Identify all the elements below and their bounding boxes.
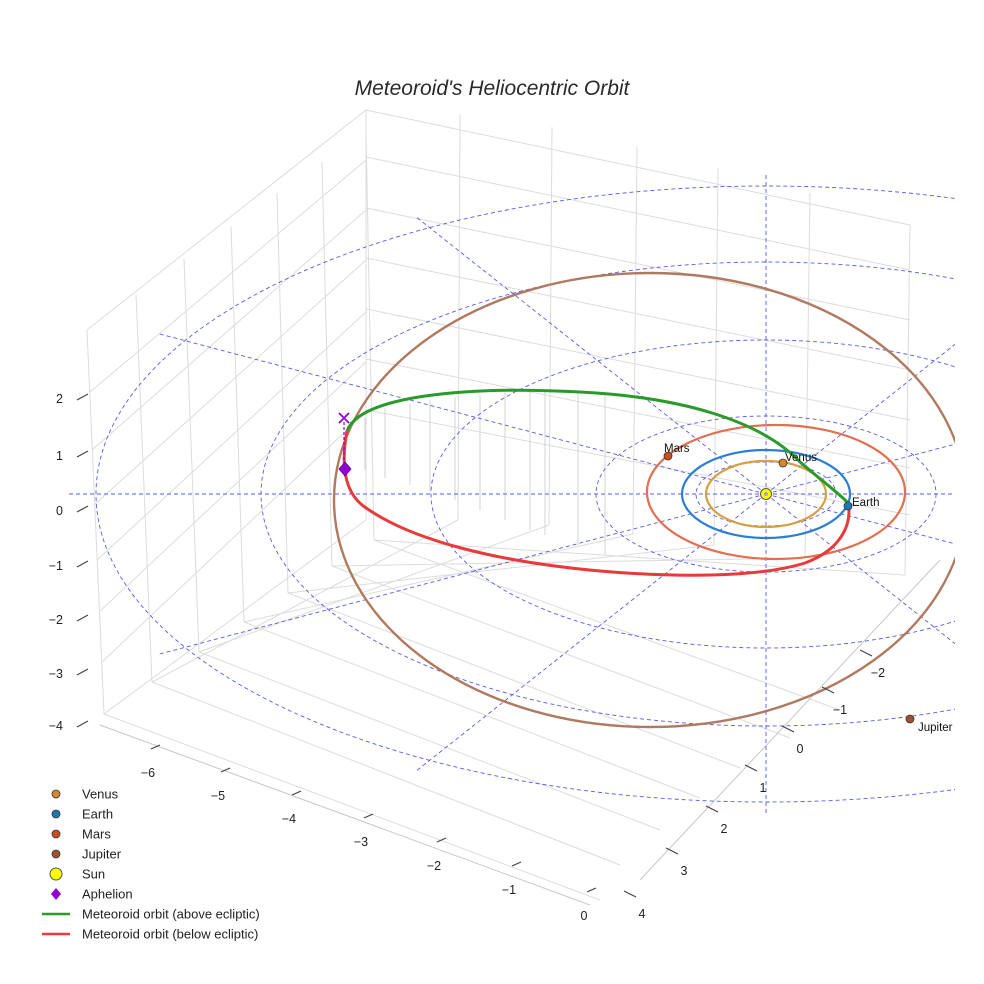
aphelion-marker	[338, 461, 352, 477]
x-tick-mark	[363, 813, 374, 819]
planet-marker-jupiter	[905, 714, 915, 724]
meteoroid-orbit-below-line	[342, 430, 851, 577]
legend-entry: Sun	[82, 867, 105, 882]
orbit-jupiter	[332, 271, 955, 729]
z-tick-label: −3	[49, 667, 63, 681]
legend-swatch	[49, 867, 63, 881]
scene-box	[86, 109, 941, 906]
y-tick-mark	[623, 890, 637, 898]
x-tick-label: −1	[502, 883, 516, 897]
z-tick-mark	[76, 560, 89, 568]
x-tick-label: 0	[581, 909, 588, 923]
ecliptic-polar-grid	[66, 174, 955, 814]
legend-swatch	[51, 789, 61, 799]
polar-spoke	[765, 443, 955, 495]
z-tick-mark	[76, 720, 89, 728]
legend-swatch	[51, 809, 61, 819]
orbit-venus	[704, 459, 828, 529]
z-tick-label: 1	[56, 449, 63, 463]
polar-spoke	[415, 216, 767, 495]
z-tick-label: −4	[49, 719, 63, 733]
y-tick-mark	[859, 649, 873, 657]
planet-marker-venus	[778, 458, 788, 468]
z-tick-mark	[76, 614, 89, 622]
z-tick-label: 2	[56, 392, 63, 406]
x-tick-mark	[291, 790, 302, 796]
x-tick-label: −2	[427, 859, 441, 873]
meteoroid-orbit	[342, 388, 851, 577]
body-markers: Venus Earth Mars Jupiter	[338, 412, 953, 734]
x-tick-mark	[436, 837, 447, 843]
orbit-droplines	[364, 390, 606, 555]
y-tick-label: −2	[871, 666, 885, 680]
x-tick-label: −3	[354, 835, 368, 849]
y-tick-mark	[705, 805, 719, 813]
planet-label-mars: Mars	[664, 443, 690, 455]
z-tick-mark	[76, 393, 89, 401]
planet-label-earth: Earth	[852, 497, 880, 509]
aphelion-height-marker	[338, 412, 350, 424]
legend-entry: Meteoroid orbit (below ecliptic)	[82, 927, 258, 942]
y-tick-mark	[665, 847, 679, 855]
y-tick-label: 0	[797, 742, 804, 756]
orbit-earth	[680, 448, 852, 540]
planet-marker-mars	[663, 451, 673, 461]
x-tick-mark	[586, 887, 597, 893]
x-tick-label: −6	[141, 766, 155, 780]
y-tick-label: −1	[833, 703, 847, 717]
planet-orbits	[332, 271, 955, 729]
x-tick-label: −5	[211, 789, 225, 803]
legend-entry: Aphelion	[82, 887, 133, 902]
planet-label-venus: Venus	[785, 452, 817, 464]
y-tick-label: 4	[639, 907, 646, 921]
legend-entry: Venus	[82, 787, 119, 802]
z-tick-mark	[76, 505, 89, 513]
legend-entry: Mars	[82, 827, 111, 842]
legend-entry: Meteoroid orbit (above ecliptic)	[82, 907, 260, 922]
y-tick-mark	[744, 764, 758, 772]
legend-swatch	[51, 849, 61, 859]
z-tick-label: −1	[49, 559, 63, 573]
orbit-mars	[645, 423, 907, 561]
y-tick-label: 3	[681, 864, 688, 878]
x-tick-mark	[150, 744, 161, 750]
planet-label-jupiter: Jupiter	[918, 722, 953, 734]
y-tick-mark	[781, 725, 795, 733]
sun-center	[764, 492, 768, 496]
chart-title: Meteoroid's Heliocentric Orbit	[355, 77, 631, 100]
legend-entry: Jupiter	[82, 847, 122, 862]
z-tick-mark	[76, 668, 89, 676]
z-tick-label: −2	[49, 613, 63, 627]
polar-spoke	[415, 493, 767, 772]
x-tick-mark	[511, 861, 522, 867]
axis-ticks: 2 1 0 −1 −2 −3 −4 −6 −5 −4 −3 −2 −1 0 −2 −1 0 1 2 3 4	[49, 392, 885, 923]
meteoroid-orbit-above-line	[345, 388, 850, 505]
legend-swatch	[51, 888, 61, 900]
y-tick-label: 1	[760, 781, 767, 795]
y-tick-label: 2	[721, 822, 728, 836]
legend: Venus Earth Mars Jupiter Sun Aphelion Meteoroi…	[42, 787, 260, 942]
legend-entry: Earth	[82, 807, 113, 822]
z-tick-label: 0	[56, 504, 63, 518]
z-tick-mark	[76, 450, 89, 458]
x-tick-label: −4	[282, 812, 296, 826]
x-tick-mark	[220, 767, 231, 773]
legend-swatch	[51, 829, 61, 839]
planet-marker-earth	[843, 501, 853, 511]
y-tick-mark	[821, 686, 835, 694]
